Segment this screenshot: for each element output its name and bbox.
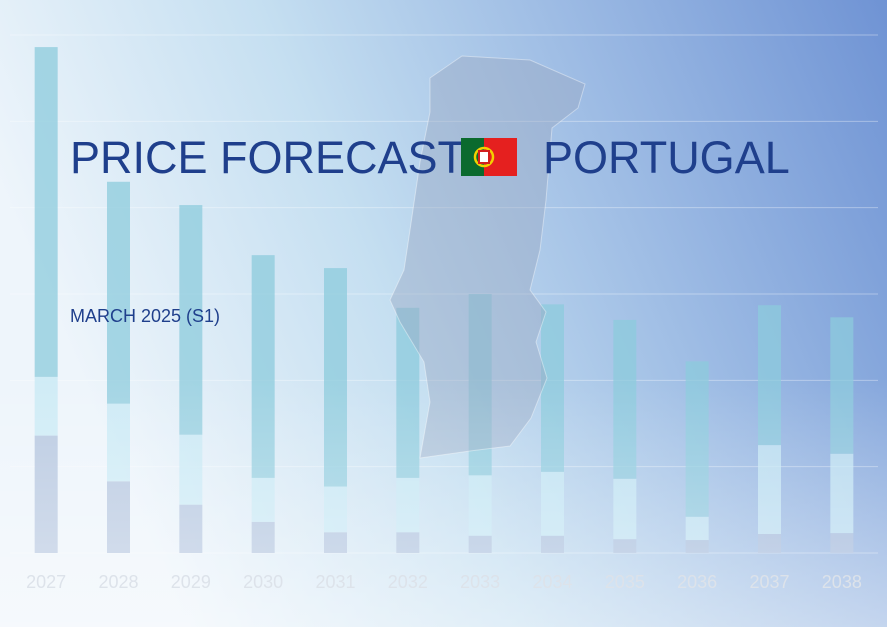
- flag: [461, 138, 517, 176]
- title: PRICE FORECAST: [70, 132, 465, 183]
- subtitle: MARCH 2025 (S1): [70, 306, 220, 326]
- title-country: PORTUGAL: [543, 132, 790, 183]
